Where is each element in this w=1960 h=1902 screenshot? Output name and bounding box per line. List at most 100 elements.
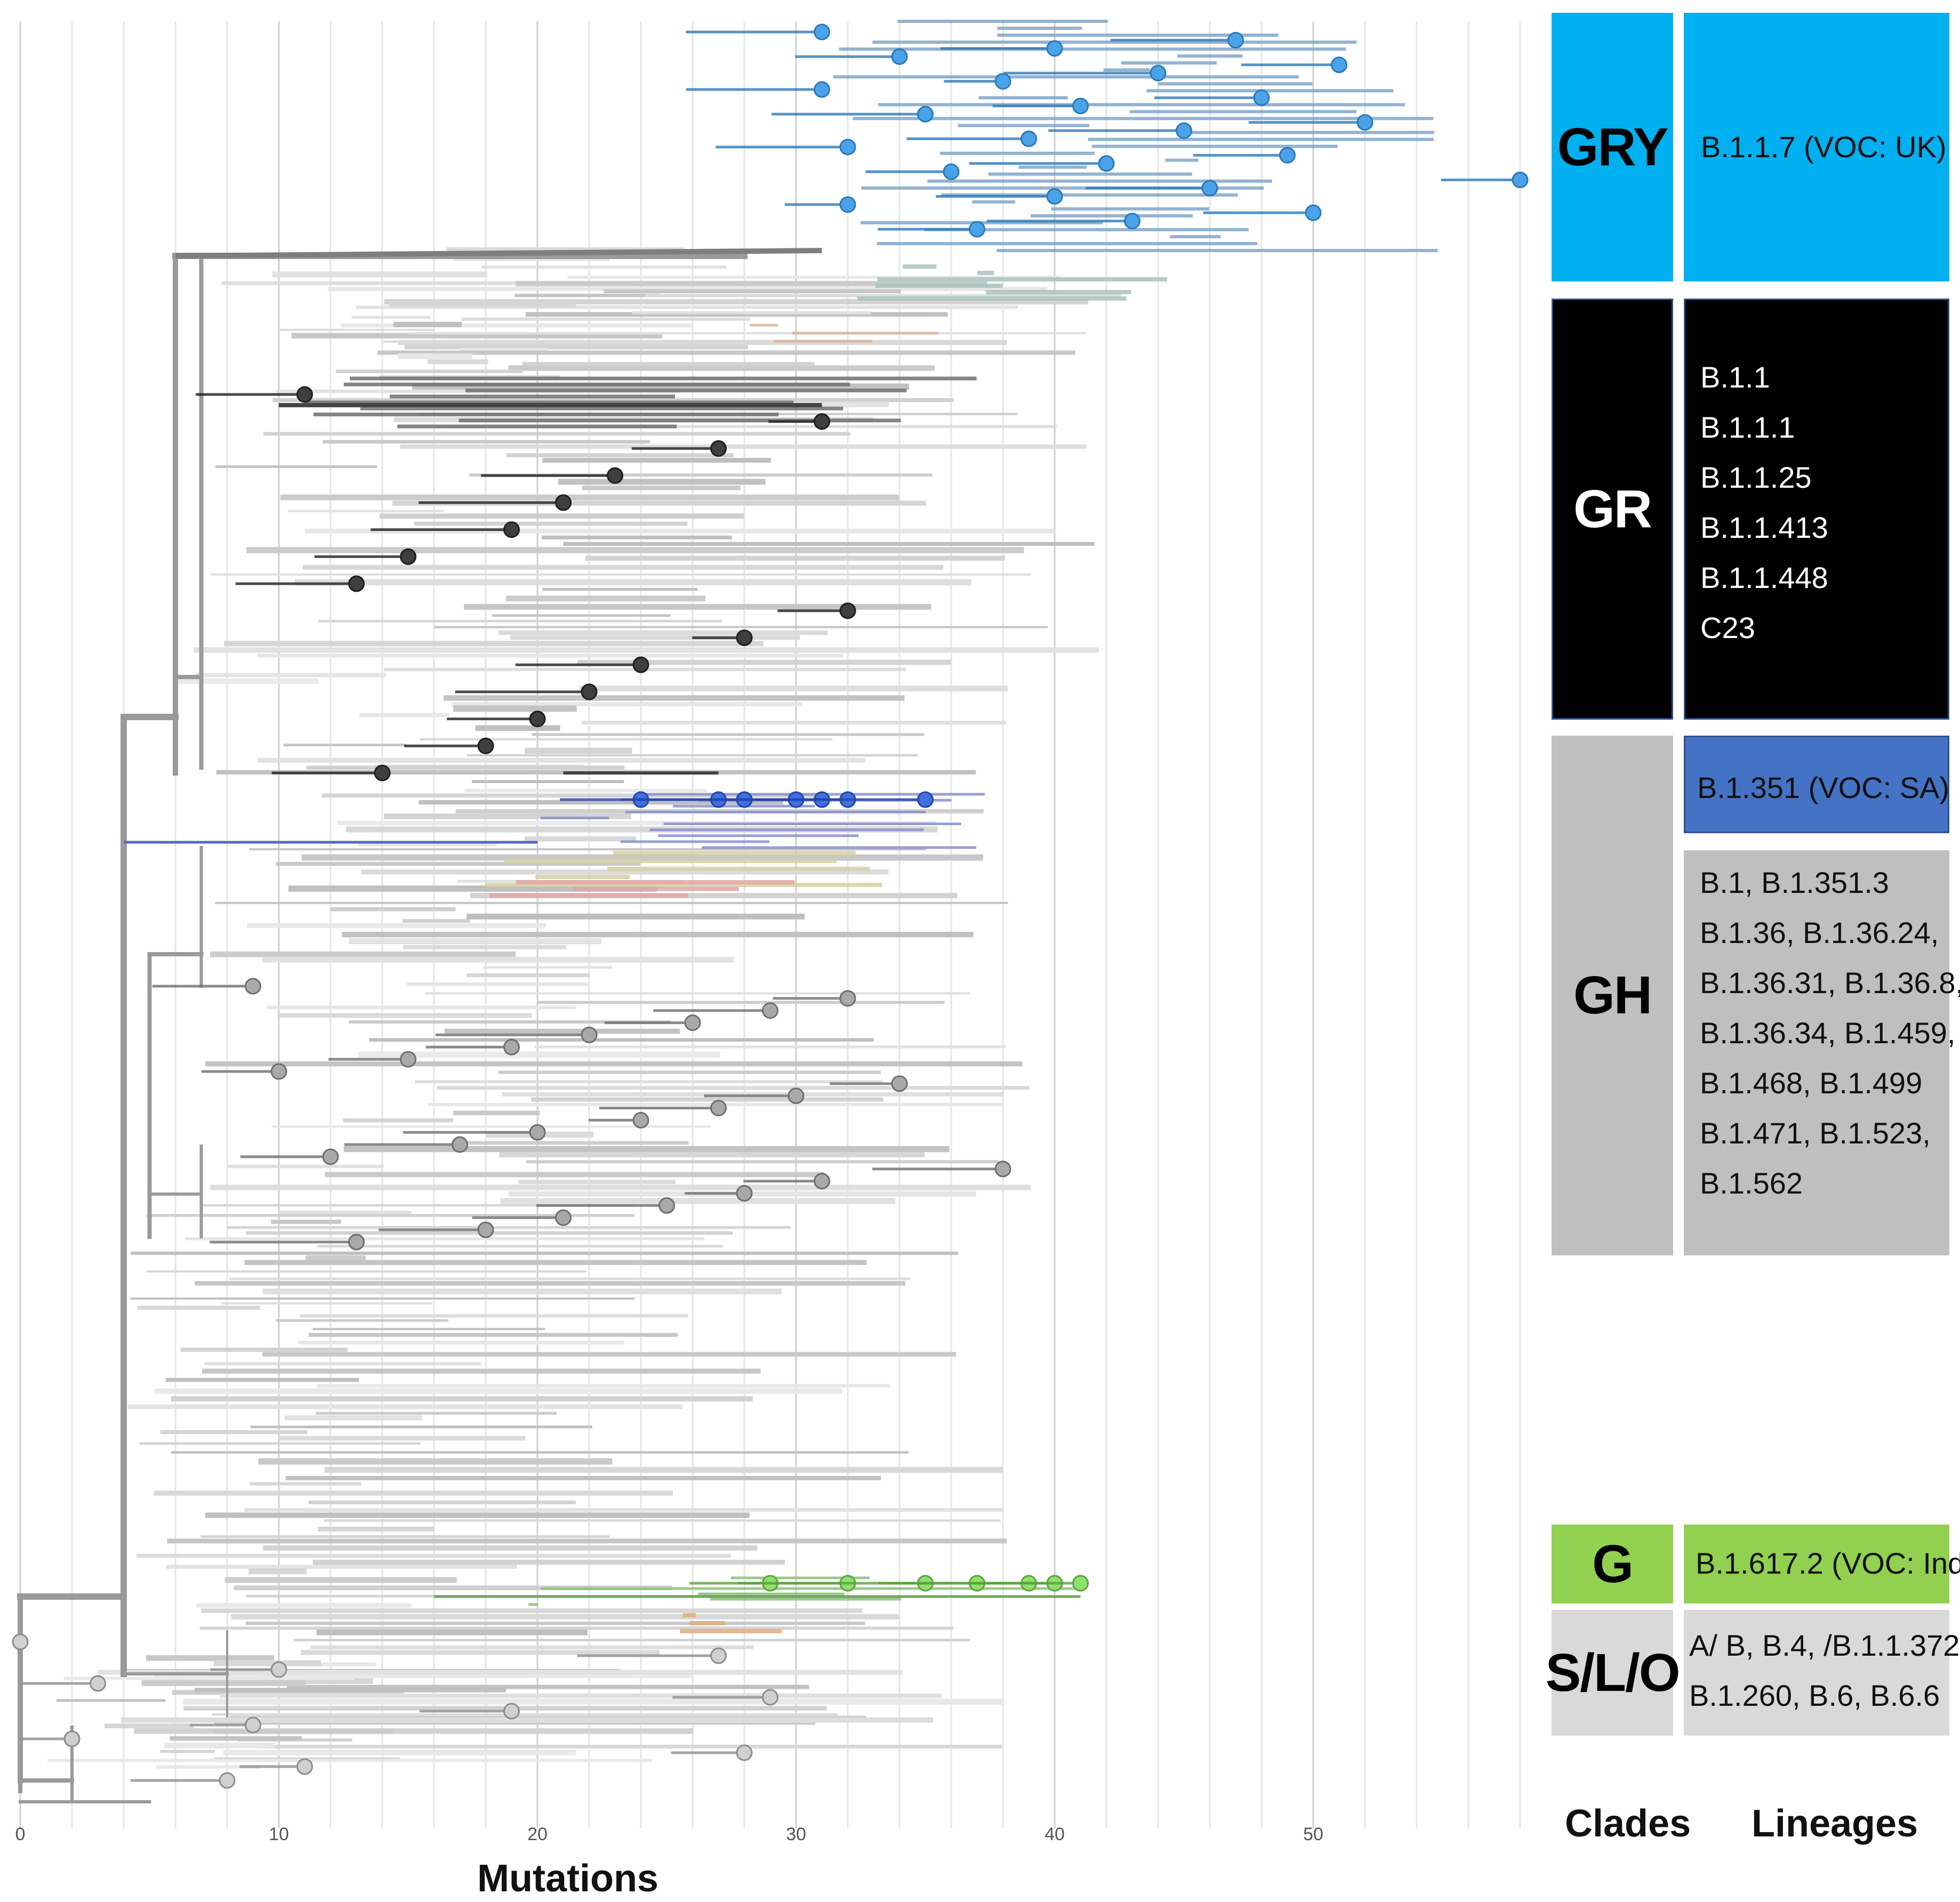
tip-marker: [762, 1689, 778, 1706]
tip-marker: [943, 163, 960, 180]
x-tick-label: 30: [786, 1824, 806, 1844]
clade-gry: GRY: [1552, 13, 1673, 281]
tip-marker: [1201, 180, 1218, 197]
tip-marker: [1512, 172, 1529, 188]
lineage-item: B.1.1.25: [1700, 461, 1812, 494]
lineage-item: B.1.471, B.1.523,: [1700, 1116, 1931, 1150]
lineage-item: A/ B, B.4, /B.1.1.372,: [1689, 1629, 1960, 1662]
tip-marker: [684, 1014, 701, 1031]
x-axis-label: Mutations: [477, 1857, 658, 1900]
tip-marker: [477, 1221, 494, 1238]
tip-marker: [555, 494, 572, 511]
tip-marker: [12, 1633, 29, 1650]
lineage-item: C23: [1700, 611, 1755, 644]
tip-marker: [1227, 31, 1244, 49]
tip-marker: [788, 1087, 805, 1105]
phylogenetic-tree: Mutations 0 10 20 30 40 50: [12, 20, 1529, 1900]
x-tick-label: 0: [15, 1824, 26, 1844]
tip-marker: [1098, 155, 1115, 172]
tip-marker: [270, 1063, 287, 1080]
tip-marker: [632, 656, 649, 673]
tip-marker: [400, 548, 416, 565]
clade-branch: [175, 248, 822, 259]
x-axis: Mutations 0 10 20 30 40 50: [15, 1824, 1323, 1900]
tip-marker: [969, 221, 985, 238]
tip-marker: [245, 978, 261, 995]
tip-marker: [581, 1026, 598, 1043]
tip-marker: [270, 1661, 287, 1678]
tip-marker: [245, 1716, 261, 1734]
tip-marker: [322, 1148, 339, 1165]
clade-gr-label: GR: [1573, 479, 1652, 539]
tip-marker: [994, 73, 1011, 90]
tip-marker: [581, 683, 598, 700]
clade-slo-label: S/L/O: [1545, 1642, 1680, 1703]
tip-marker: [296, 386, 313, 403]
clade-slo: S/L/O: [1545, 1610, 1681, 1736]
x-tick-label: 50: [1303, 1824, 1323, 1844]
tip-marker: [736, 1185, 753, 1202]
lineage-b16172: B.1.617.2 (VOC: India): [1696, 1546, 1960, 1580]
tip-marker: [503, 1038, 520, 1055]
lineage-item: B.1.260, B.6, B.6.6: [1689, 1679, 1940, 1712]
lineage-g: B.1.617.2 (VOC: India): [1684, 1525, 1960, 1603]
tip-marker: [1046, 40, 1063, 57]
lineage-item: B.1.36.31, B.1.36.8,: [1700, 966, 1960, 1000]
lineage-gh-sa: B.1.351 (VOC: SA): [1684, 736, 1949, 833]
tip-marker: [348, 1234, 365, 1251]
tip-marker: [296, 1758, 313, 1775]
faint-branches: [47, 247, 1121, 1769]
tip-marker: [814, 81, 830, 98]
lineages-footer: Lineages: [1752, 1802, 1918, 1845]
tip-markers: [12, 23, 1529, 1789]
clades-footer: Clades: [1565, 1802, 1691, 1845]
clade-gry-label: GRY: [1557, 117, 1669, 177]
tip-marker: [1176, 122, 1192, 139]
tip-marker: [1072, 98, 1089, 115]
x-tick-label: 20: [527, 1824, 548, 1844]
tip-marker: [632, 1111, 649, 1129]
lineage-item: B.1.1.413: [1700, 511, 1828, 544]
tip-marker: [994, 1160, 1011, 1178]
lineage-item: B.1.1: [1700, 360, 1770, 394]
lineage-gry: B.1.1.7 (VOC: UK): [1684, 13, 1949, 281]
tip-marker: [607, 467, 623, 484]
tip-marker: [63, 1730, 81, 1747]
clade-g: G: [1552, 1525, 1673, 1603]
tip-marker: [658, 1197, 675, 1214]
tip-marker: [710, 1647, 727, 1664]
tip-marker: [1253, 89, 1270, 106]
highlighted-clades: [124, 20, 1438, 1633]
tip-marker: [452, 1136, 468, 1153]
lineage-item: B.1.36.34, B.1.459,: [1700, 1016, 1956, 1050]
tip-marker: [814, 23, 830, 41]
tip-marker: [503, 1703, 520, 1720]
x-tick-label: 10: [269, 1824, 289, 1844]
tip-marker: [1356, 114, 1373, 131]
tip-marker: [710, 440, 727, 457]
tip-marker: [839, 602, 856, 619]
lineage-item: B.1.468, B.1.499: [1700, 1066, 1923, 1100]
tip-marker: [710, 1100, 727, 1117]
lineage-gh-other: B.1, B.1.351.3 B.1.36, B.1.36.24, B.1.36…: [1684, 850, 1960, 1255]
lineage-item: B.1.1.1: [1700, 410, 1795, 444]
clade-gh: GH: [1552, 736, 1673, 1255]
tip-marker: [1279, 147, 1296, 164]
tip-marker: [1305, 204, 1322, 221]
tip-marker: [917, 791, 934, 808]
tip-marker: [219, 1772, 236, 1789]
tip-marker: [839, 990, 856, 1007]
tip-marker: [1072, 1575, 1089, 1592]
tip-marker: [374, 764, 391, 781]
tip-marker: [1046, 188, 1063, 205]
tip-marker: [736, 1744, 753, 1761]
tip-marker: [814, 413, 830, 430]
tip-marker: [814, 1173, 830, 1190]
lineage-slo: A/ B, B.4, /B.1.1.372, B.1.260, B.6, B.6…: [1684, 1610, 1960, 1736]
tip-marker: [400, 1051, 416, 1068]
tip-marker: [529, 711, 546, 728]
tip-marker: [1331, 57, 1347, 74]
lineage-item: B.1.1.448: [1700, 561, 1828, 594]
tip-marker: [839, 196, 856, 213]
clade-g-label: G: [1592, 1534, 1634, 1594]
